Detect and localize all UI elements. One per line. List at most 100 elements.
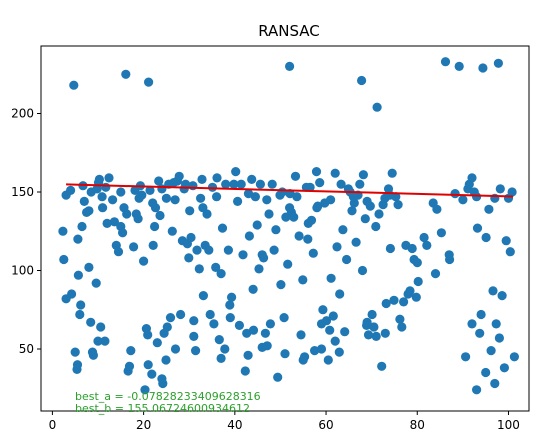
data-point-111 (238, 250, 248, 260)
data-point-149 (305, 182, 315, 192)
x-tick-label: 60 (318, 418, 333, 432)
data-point-173 (347, 206, 357, 216)
annotation-best-b: best_b = 155.06724600934612 (75, 402, 250, 415)
plot-frame (40, 45, 530, 412)
data-point-192 (381, 298, 391, 309)
x-axis: 0 20 40 60 80 100 (49, 411, 520, 432)
data-point-199 (395, 314, 405, 324)
data-point-143 (294, 231, 304, 241)
data-point-212 (432, 204, 442, 214)
data-point-221 (467, 173, 477, 183)
data-point-232 (491, 319, 501, 329)
data-point-289 (371, 331, 381, 341)
chart-title: RANSAC (258, 22, 320, 40)
data-point-108 (233, 196, 243, 206)
data-point-12 (77, 221, 87, 232)
data-point-234 (495, 184, 505, 194)
data-point-96 (211, 262, 221, 272)
data-point-101 (220, 344, 230, 354)
data-point-36 (118, 228, 128, 238)
data-point-27 (98, 203, 108, 213)
data-point-73 (174, 171, 184, 181)
data-point-116 (247, 174, 257, 184)
data-point-21 (91, 278, 101, 288)
data-point-194 (385, 243, 395, 254)
data-point-269 (280, 349, 290, 359)
data-point-94 (207, 182, 218, 192)
data-point-93 (205, 309, 215, 320)
data-point-255 (326, 195, 336, 205)
scatter-points (58, 57, 519, 395)
data-point-20 (88, 350, 98, 360)
data-point-282 (285, 61, 295, 71)
y-tick-label: 150 (11, 185, 34, 199)
data-point-98 (214, 335, 224, 345)
data-point-112 (240, 366, 250, 376)
data-point-55 (147, 369, 157, 379)
data-point-159 (321, 316, 332, 326)
data-point-134 (277, 187, 287, 197)
data-point-162 (326, 273, 336, 283)
data-point-271 (316, 344, 327, 354)
data-point-189 (377, 361, 387, 371)
data-point-217 (454, 61, 464, 71)
data-point-246 (134, 193, 144, 203)
data-point-110 (236, 179, 246, 189)
data-point-14 (79, 196, 89, 206)
data-point-248 (161, 193, 171, 203)
data-point-270 (298, 355, 308, 365)
data-point-277 (494, 333, 504, 343)
data-point-130 (271, 225, 281, 235)
data-point-265 (157, 374, 167, 384)
data-point-85 (192, 245, 202, 255)
data-point-66 (162, 322, 172, 332)
data-point-69 (167, 226, 177, 236)
y-tick-label: 100 (11, 263, 34, 277)
data-point-52 (143, 330, 153, 340)
data-point-272 (330, 336, 340, 346)
data-point-273 (362, 317, 372, 327)
data-point-106 (229, 179, 239, 189)
data-point-185 (369, 322, 379, 332)
data-point-213 (436, 228, 446, 238)
data-point-200 (397, 322, 407, 332)
data-point-41 (124, 361, 135, 371)
data-point-274 (380, 328, 390, 338)
data-point-233 (493, 58, 503, 68)
data-point-287 (248, 284, 258, 294)
data-point-80 (185, 206, 195, 216)
data-point-218 (461, 352, 471, 362)
data-point-259 (458, 195, 468, 205)
data-point-182 (363, 330, 374, 340)
data-point-260 (472, 192, 482, 202)
data-point-24 (94, 174, 104, 184)
data-point-121 (255, 179, 265, 189)
data-point-126 (264, 209, 274, 219)
data-point-155 (315, 178, 325, 188)
data-point-242 (66, 185, 76, 195)
data-point-49 (139, 256, 149, 266)
data-point-164 (330, 168, 340, 178)
data-point-196 (389, 295, 399, 305)
data-point-263 (93, 336, 103, 346)
data-point-237 (501, 236, 511, 246)
data-point-50 (140, 385, 150, 395)
data-point-251 (243, 189, 254, 199)
data-point-283 (357, 265, 368, 276)
data-point-28 (100, 336, 110, 346)
data-point-241 (509, 352, 519, 362)
data-point-254 (312, 203, 322, 213)
data-point-4 (67, 289, 77, 299)
data-point-6 (70, 347, 80, 357)
data-point-100 (217, 223, 228, 233)
data-point-9 (73, 234, 83, 244)
data-point-120 (254, 264, 264, 274)
data-point-177 (355, 179, 365, 189)
data-point-92 (204, 245, 214, 255)
data-point-207 (411, 292, 421, 302)
data-point-235 (497, 291, 507, 301)
data-point-88 (197, 174, 207, 184)
data-point-102 (221, 179, 231, 189)
data-point-86 (194, 264, 204, 274)
data-point-179 (358, 170, 368, 180)
